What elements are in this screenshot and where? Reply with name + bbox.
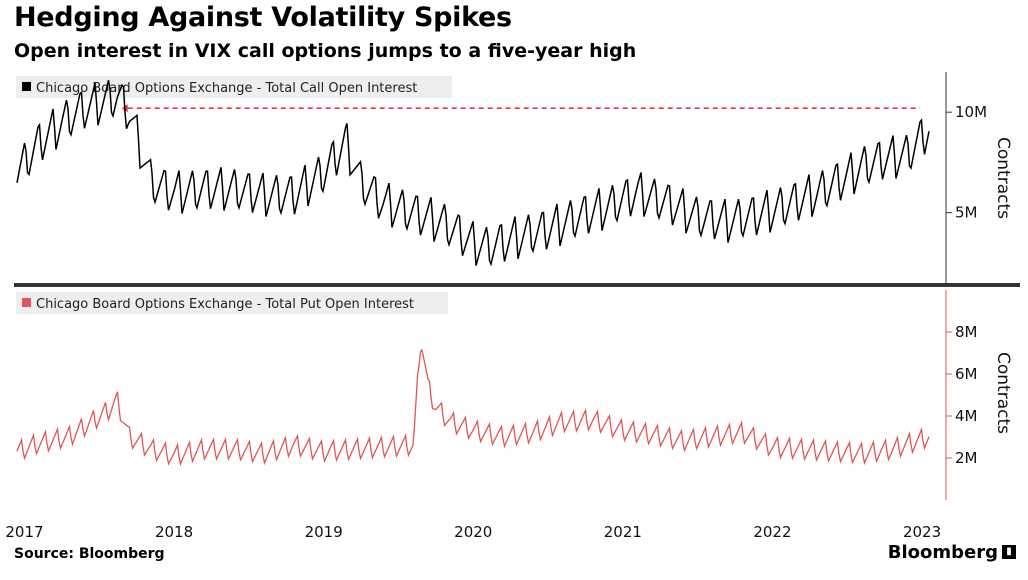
brand-logo: Bloomberg [887, 542, 998, 563]
legend-call-box [16, 76, 452, 98]
chart-title: Hedging Against Volatility Spikes [14, 2, 512, 33]
call-y-axis-label: Contracts [993, 137, 1013, 219]
y-tick-label: 2M [955, 449, 978, 467]
legend-put-swatch [22, 298, 31, 307]
y-tick-label: 8M [955, 323, 978, 341]
legend-put-label: Chicago Board Options Exchange - Total P… [36, 297, 414, 312]
x-tick-label: 2019 [305, 523, 343, 541]
y-tick-label: 10M [955, 103, 987, 121]
y-tick-label: 5M [955, 204, 978, 222]
put-open-interest-line [16, 348, 930, 467]
chart-subtitle: Open interest in VIX call options jumps … [14, 40, 637, 62]
put-y-axis-label: Contracts [993, 352, 1013, 434]
legend-call-swatch [22, 82, 31, 91]
y-tick-label: 4M [955, 407, 978, 425]
x-tick-label: 2018 [155, 523, 193, 541]
bloomberg-terminal-icon: ▮ [1002, 545, 1016, 559]
panel-divider [14, 283, 1020, 287]
x-tick-label: 2022 [753, 523, 791, 541]
legend-call-label: Chicago Board Options Exchange - Total C… [36, 81, 417, 96]
x-tick-label: 2017 [5, 523, 43, 541]
source-note: Source: Bloomberg [14, 546, 165, 562]
legend-put-box [16, 292, 448, 314]
y-tick-label: 6M [955, 365, 978, 383]
call-open-interest-line [16, 80, 930, 267]
x-tick-label: 2023 [903, 523, 941, 541]
x-tick-label: 2021 [604, 523, 642, 541]
x-tick-label: 2020 [454, 523, 492, 541]
